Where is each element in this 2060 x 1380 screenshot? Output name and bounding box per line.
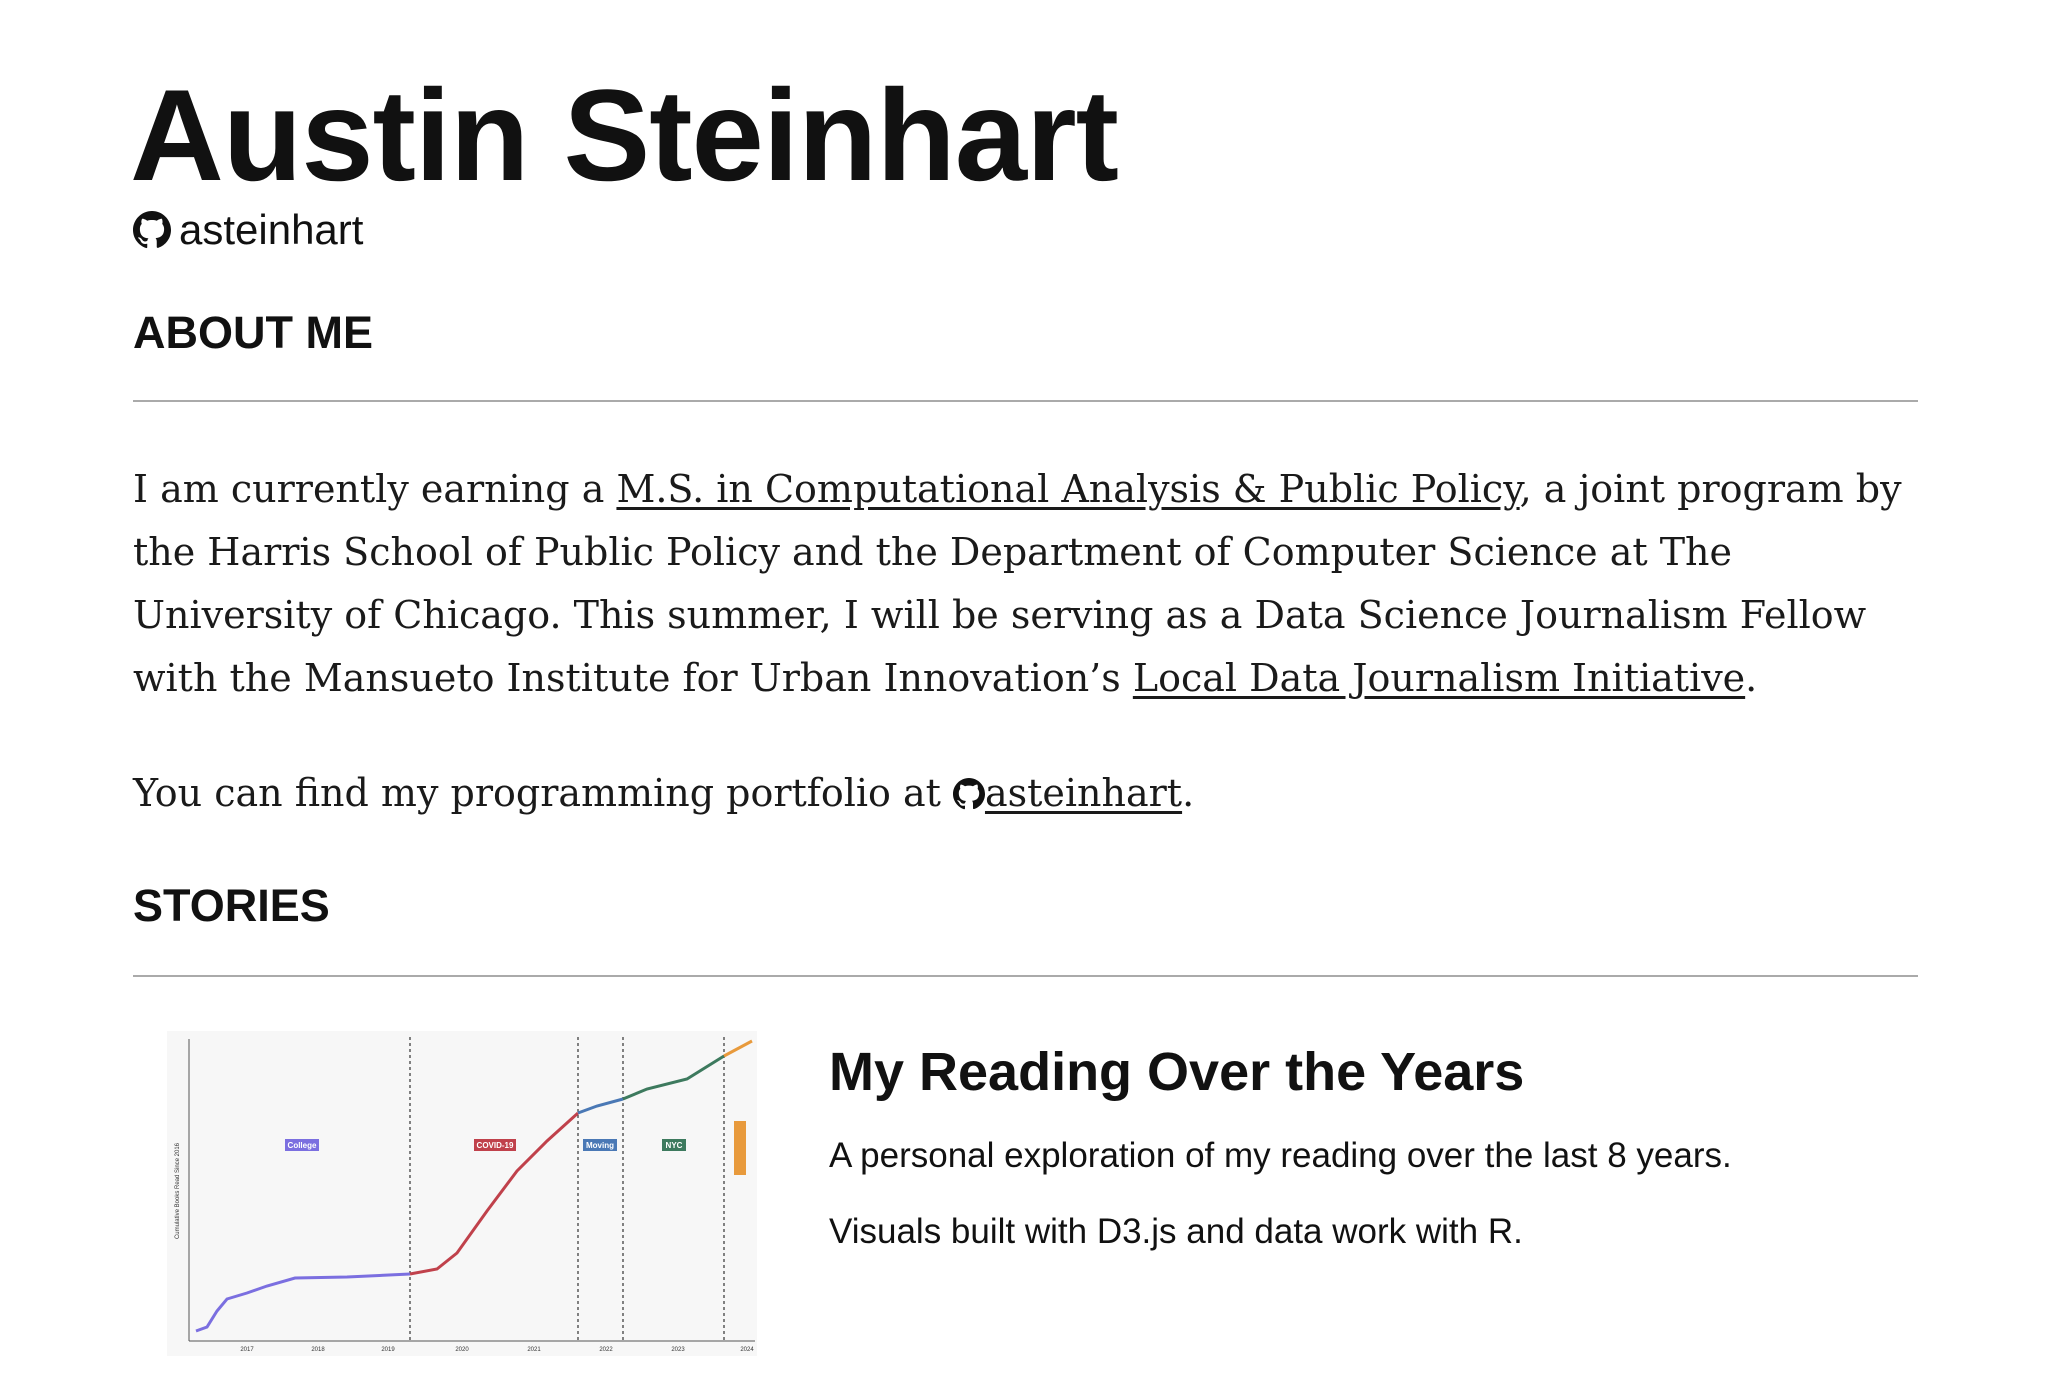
text: . <box>1745 656 1758 700</box>
portfolio-link[interactable]: asteinhart <box>952 771 1183 815</box>
year-label: 2020 <box>455 1347 469 1353</box>
text: You can find my programming portfolio at <box>133 771 953 815</box>
story-tech: Visuals built with D3.js and data work w… <box>829 1212 1523 1251</box>
year-label: 2018 <box>311 1347 325 1353</box>
year-label: 2017 <box>240 1347 254 1353</box>
section-heading: ABOUT ME <box>133 307 373 358</box>
portfolio-handle[interactable]: asteinhart <box>984 771 1183 815</box>
period-label: College <box>288 1141 317 1150</box>
section-heading: STORIES <box>133 880 330 931</box>
period-label: COVID-19 <box>477 1141 514 1150</box>
story-description: A personal exploration of my reading ove… <box>829 1136 1732 1175</box>
site-title: Austin Steinhart <box>130 62 1119 208</box>
about-paragraph: I am currently earning a M.S. in Computa… <box>133 458 1923 710</box>
story-title[interactable]: My Reading Over the Years <box>829 1042 1525 1102</box>
label-bg <box>734 1121 746 1175</box>
y-axis-label: Cumulative Books Read Since 2016 <box>175 1142 181 1239</box>
divider <box>133 400 1918 402</box>
year-label: 2021 <box>527 1347 541 1353</box>
year-label: 2019 <box>381 1347 395 1353</box>
github-link[interactable]: asteinhart <box>133 206 363 254</box>
portfolio-paragraph: You can find my programming portfolio at… <box>133 762 1923 825</box>
initiative-link[interactable]: Local Data Journalism Initiative <box>1132 656 1746 700</box>
year-label: 2024 <box>740 1347 754 1353</box>
label-bg <box>583 1139 617 1151</box>
reading-line <box>195 1039 753 1333</box>
text: . <box>1182 771 1195 815</box>
label-bg <box>474 1139 516 1151</box>
program-link[interactable]: M.S. in Computational Analysis & Public … <box>616 467 1520 511</box>
divider <box>133 975 1918 977</box>
text: , a joint program by the Harris School o… <box>133 467 1902 700</box>
label-bg <box>285 1139 319 1151</box>
story-thumbnail[interactable]: College COVID-19 Moving NYC Cumulative B… <box>167 1031 757 1356</box>
period-label: Moving <box>586 1141 614 1150</box>
label-bg <box>662 1139 686 1151</box>
year-label: 2023 <box>671 1347 685 1353</box>
period-dividers <box>409 1037 725 1341</box>
github-handle[interactable]: asteinhart <box>179 206 364 253</box>
text: I am currently earning a <box>133 467 617 511</box>
github-icon <box>952 778 985 810</box>
period-label: NYC <box>666 1141 683 1150</box>
github-icon <box>133 211 171 249</box>
year-label: 2022 <box>599 1347 613 1353</box>
